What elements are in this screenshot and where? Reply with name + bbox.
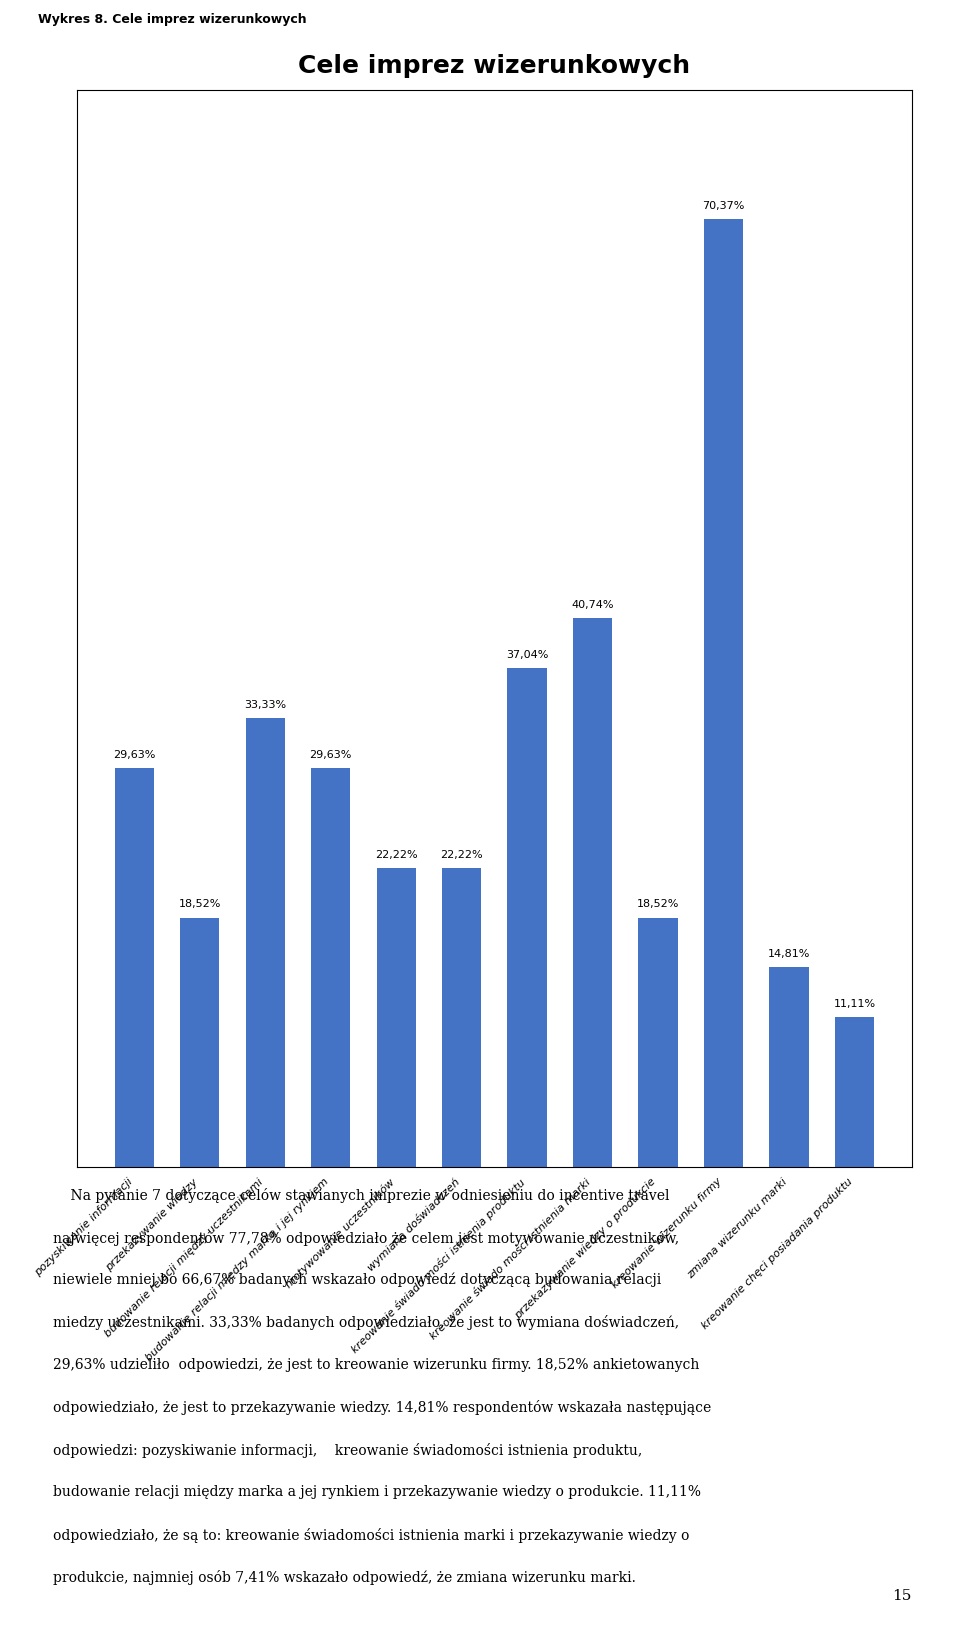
Text: odpowiedziało, że jest to przekazywanie wiedzy. 14,81% respondentów wskazała nas: odpowiedziało, że jest to przekazywanie … — [53, 1400, 711, 1415]
Title: Cele imprez wizerunkowych: Cele imprez wizerunkowych — [299, 54, 690, 78]
Text: 11,11%: 11,11% — [833, 999, 876, 1009]
Bar — [442, 868, 481, 1167]
Text: najwięcej respondentów 77,78% odpowiedziało że celem jest motywowanie uczestnikó: najwięcej respondentów 77,78% odpowiedzi… — [53, 1231, 679, 1245]
Bar — [508, 667, 547, 1167]
Bar — [769, 968, 808, 1167]
Bar — [115, 769, 154, 1167]
Text: 29,63% udzieliło  odpowiedzi, że jest to kreowanie wizerunku firmy. 18,52% ankie: 29,63% udzieliło odpowiedzi, że jest to … — [53, 1358, 699, 1373]
Text: niewiele mniej bo 66,67% badanych wskazało odpowiedź dotyczącą budowania relacji: niewiele mniej bo 66,67% badanych wskaza… — [53, 1273, 661, 1288]
Text: 33,33%: 33,33% — [244, 700, 286, 710]
Text: odpowiedziało, że są to: kreowanie świadomości istnienia marki i przekazywanie w: odpowiedziało, że są to: kreowanie świad… — [53, 1528, 689, 1542]
Bar — [376, 868, 416, 1167]
Text: 15: 15 — [893, 1588, 912, 1603]
Text: odpowiedzi: pozyskiwanie informacji,    kreowanie świadomości istnienia produktu: odpowiedzi: pozyskiwanie informacji, kre… — [53, 1443, 642, 1457]
Text: 22,22%: 22,22% — [441, 850, 483, 860]
Bar — [638, 917, 678, 1167]
Bar — [835, 1017, 874, 1167]
Text: Na pytanie 7 dotyczące celów stawianych imprezie w odniesieniu do incentive trav: Na pytanie 7 dotyczące celów stawianych … — [53, 1188, 669, 1203]
Text: 18,52%: 18,52% — [179, 899, 221, 909]
Text: 22,22%: 22,22% — [375, 850, 418, 860]
Bar — [246, 718, 285, 1167]
Text: 29,63%: 29,63% — [309, 749, 352, 761]
Text: 40,74%: 40,74% — [571, 601, 613, 610]
Text: produkcie, najmniej osób 7,41% wskazało odpowiedź, że zmiana wizerunku marki.: produkcie, najmniej osób 7,41% wskazało … — [53, 1570, 636, 1585]
Bar — [573, 619, 612, 1167]
Text: budowanie relacji między marka a jej rynkiem i przekazywanie wiedzy o produkcie.: budowanie relacji między marka a jej ryn… — [53, 1485, 701, 1500]
Text: Wykres 8. Cele imprez wizerunkowych: Wykres 8. Cele imprez wizerunkowych — [38, 13, 307, 26]
Bar — [180, 917, 220, 1167]
Text: miedzy uczestnikami. 33,33% badanych odpowiedziało, że jest to wymiana doświadcz: miedzy uczestnikami. 33,33% badanych odp… — [53, 1315, 679, 1330]
Text: 18,52%: 18,52% — [636, 899, 680, 909]
Text: 29,63%: 29,63% — [113, 749, 156, 761]
Text: 37,04%: 37,04% — [506, 650, 548, 659]
Text: 70,37%: 70,37% — [703, 201, 745, 211]
Bar — [704, 219, 743, 1167]
Bar — [311, 769, 350, 1167]
Text: 14,81%: 14,81% — [768, 950, 810, 960]
